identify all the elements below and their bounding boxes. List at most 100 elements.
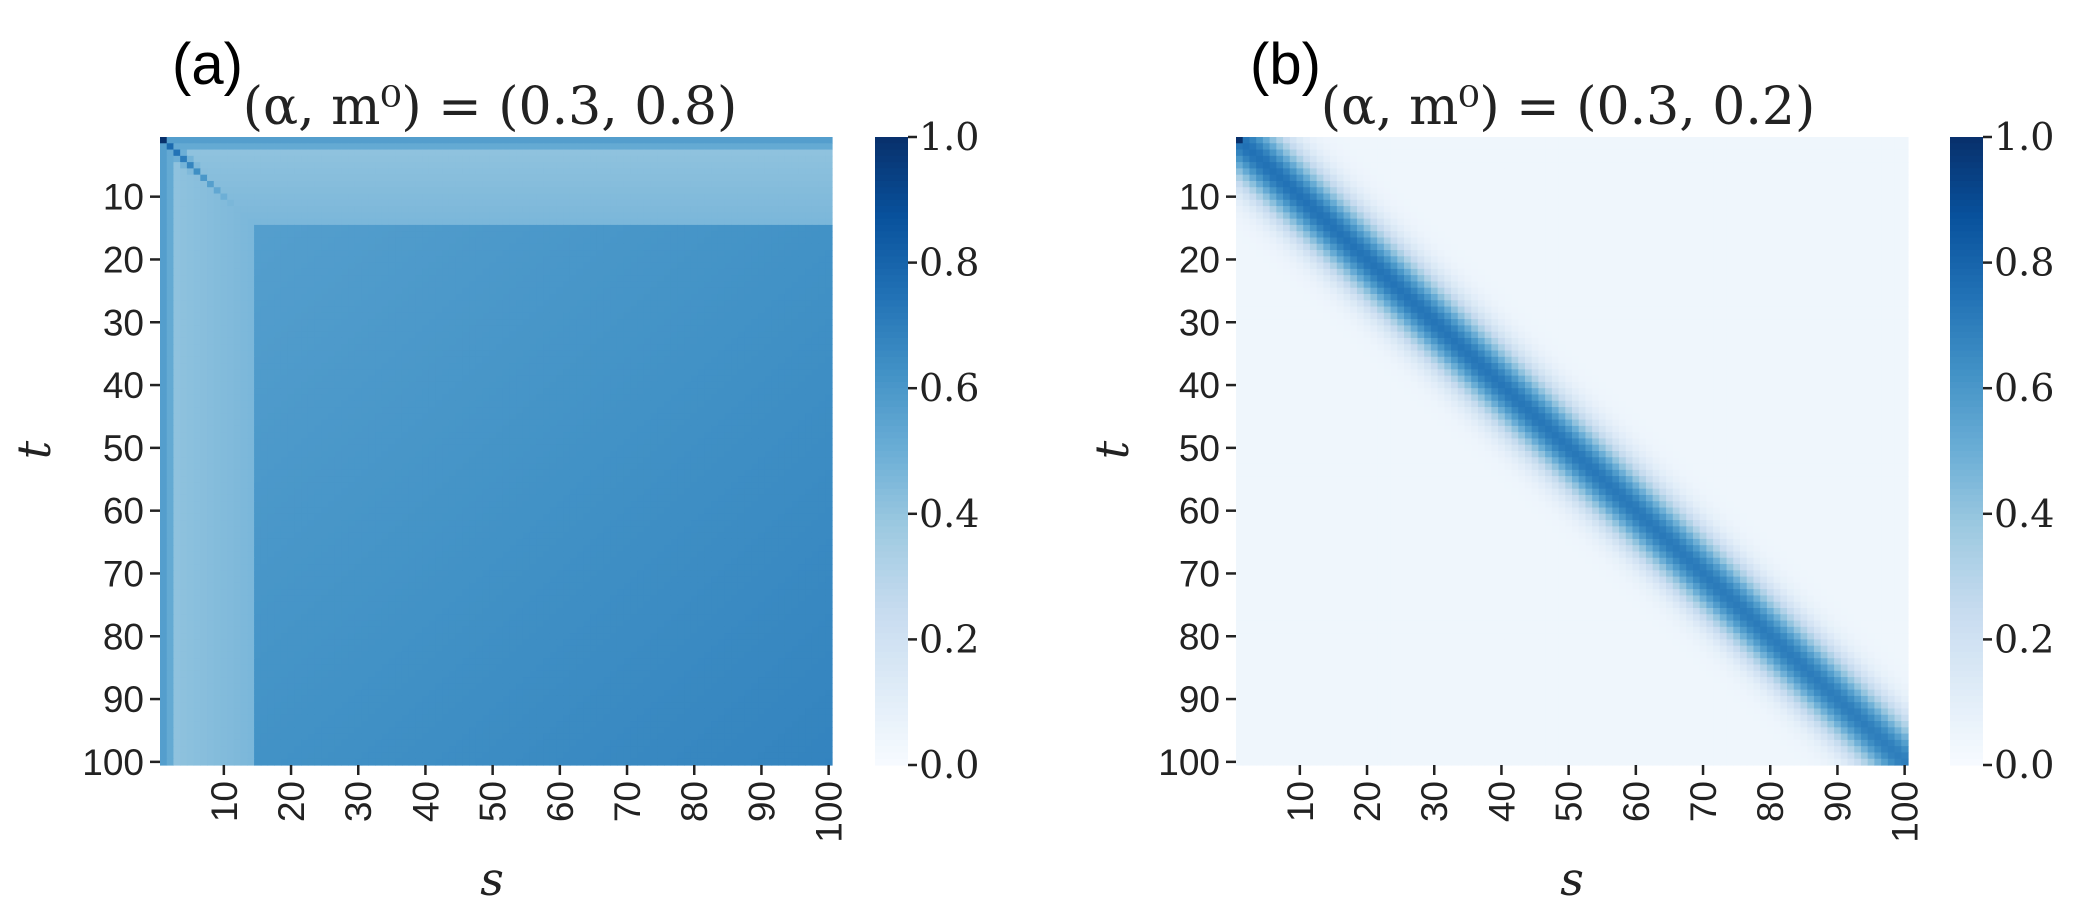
heatmap-cell	[704, 287, 712, 295]
heatmap-cell	[569, 243, 578, 251]
heatmap-cell	[724, 300, 732, 308]
heatmap-cell	[536, 363, 544, 370]
heatmap-cell	[516, 137, 524, 144]
heatmap-cell	[408, 363, 416, 370]
heatmap-cell	[543, 312, 551, 320]
heatmap-cell	[737, 356, 746, 364]
heatmap-cell	[583, 344, 591, 352]
heatmap-cell	[616, 174, 625, 182]
heatmap-cell	[543, 432, 551, 440]
heatmap-cell	[596, 356, 605, 364]
heatmap-cell	[549, 268, 558, 276]
heatmap-cell	[690, 331, 699, 339]
heatmap-cell	[341, 369, 349, 377]
heatmap-cell	[173, 218, 181, 226]
heatmap-cell	[455, 243, 463, 251]
heatmap-cell	[737, 162, 746, 169]
heatmap-cell	[489, 312, 497, 320]
heatmap-cell	[180, 187, 188, 195]
heatmap-cell	[724, 250, 732, 257]
heatmap-cell	[469, 256, 477, 264]
heatmap-cell	[643, 137, 652, 144]
heatmap-cell	[664, 174, 672, 182]
heatmap-cell	[637, 400, 645, 408]
heatmap-cell	[684, 369, 692, 377]
heatmap-cell	[784, 363, 793, 370]
heatmap-cell	[388, 381, 396, 389]
heatmap-cell	[489, 180, 497, 188]
heatmap-cell	[415, 319, 423, 326]
heatmap-cell	[341, 375, 349, 383]
heatmap-cell	[697, 243, 705, 251]
heatmap-cell	[825, 168, 833, 176]
heatmap-cell	[811, 243, 820, 251]
heatmap-cell	[166, 306, 175, 314]
heatmap-cell	[294, 331, 302, 339]
heatmap-cell	[301, 180, 309, 188]
heatmap-cell	[509, 137, 517, 144]
heatmap-cell	[556, 388, 564, 396]
heatmap-cell	[684, 256, 692, 264]
heatmap-cell	[200, 363, 208, 370]
heatmap-cell	[529, 394, 537, 402]
heatmap-cell	[388, 344, 396, 352]
heatmap-cell	[314, 319, 322, 326]
heatmap-cell	[549, 444, 558, 452]
heatmap-cell	[496, 413, 504, 421]
heatmap-cell	[348, 432, 356, 440]
heatmap-cell	[731, 356, 739, 364]
heatmap-cell	[690, 325, 699, 333]
heatmap-cell	[200, 174, 208, 182]
heatmap-cell	[428, 306, 437, 314]
heatmap-cell	[616, 206, 625, 213]
heatmap-cell	[664, 143, 672, 151]
heatmap-cell	[643, 168, 652, 176]
heatmap-cell	[529, 306, 537, 314]
heatmap-cell	[509, 162, 517, 169]
heatmap-cell	[375, 212, 383, 220]
heatmap-cell	[522, 425, 531, 433]
heatmap-cell	[435, 438, 443, 446]
heatmap-cell	[287, 388, 295, 396]
heatmap-cell	[200, 256, 208, 264]
heatmap-cell	[778, 268, 786, 276]
heatmap-cell	[724, 363, 732, 370]
heatmap-cell	[448, 224, 457, 232]
heatmap-cell	[193, 363, 201, 370]
heatmap-cell	[207, 432, 215, 440]
heatmap-cell	[811, 256, 820, 264]
heatmap-cell	[784, 180, 793, 188]
heatmap-cell	[240, 300, 248, 308]
heatmap-cell	[529, 268, 537, 276]
heatmap-cell	[603, 237, 611, 245]
heatmap-cell	[361, 388, 369, 396]
heatmap-cell	[428, 224, 437, 232]
heatmap-cell	[549, 193, 558, 201]
heatmap-cell	[401, 356, 410, 364]
heatmap-cell	[569, 312, 578, 320]
heatmap-cell	[375, 174, 383, 182]
heatmap-cell	[280, 425, 289, 433]
heatmap-cell	[630, 149, 638, 157]
heatmap-cell	[798, 187, 806, 195]
heatmap-cell	[193, 256, 201, 264]
heatmap-cell	[489, 218, 497, 226]
heatmap-cell	[448, 268, 457, 276]
heatmap-cell	[442, 344, 450, 352]
heatmap-cell	[328, 256, 336, 264]
heatmap-cell	[778, 237, 786, 245]
heatmap-cell	[160, 199, 168, 207]
heatmap-cell	[200, 319, 208, 326]
heatmap-cell	[677, 168, 685, 176]
heatmap-cell	[254, 331, 262, 339]
heatmap-cell	[529, 444, 537, 452]
heatmap-cell	[207, 388, 215, 396]
heatmap-cell	[375, 419, 383, 427]
heatmap-cell	[825, 331, 833, 339]
heatmap-cell	[368, 193, 376, 201]
heatmap-cell	[341, 400, 349, 408]
heatmap-cell	[791, 149, 799, 157]
heatmap-cell	[778, 306, 786, 314]
heatmap-cell	[805, 394, 813, 402]
heatmap-cell	[334, 218, 343, 226]
